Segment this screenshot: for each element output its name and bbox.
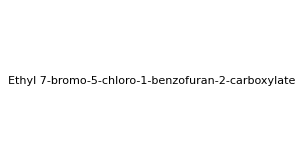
Text: Ethyl 7-bromo-5-chloro-1-benzofuran-2-carboxylate: Ethyl 7-bromo-5-chloro-1-benzofuran-2-ca… [8, 76, 296, 86]
